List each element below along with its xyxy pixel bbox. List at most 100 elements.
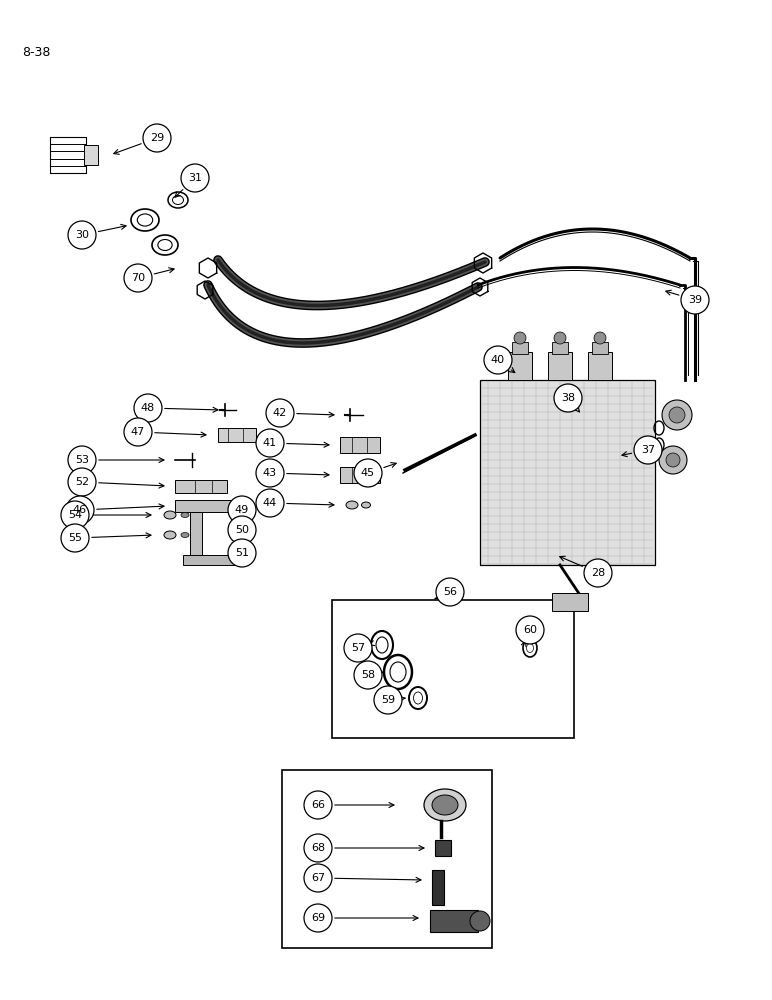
Ellipse shape — [361, 502, 371, 508]
Text: 47: 47 — [131, 427, 145, 437]
Bar — [435, 840, 451, 856]
Circle shape — [484, 346, 512, 374]
Circle shape — [266, 399, 294, 427]
Circle shape — [228, 516, 256, 544]
Bar — [430, 910, 478, 932]
Bar — [592, 342, 608, 354]
Circle shape — [344, 634, 372, 662]
Text: 37: 37 — [641, 445, 655, 455]
Ellipse shape — [181, 532, 189, 538]
Text: 31: 31 — [188, 173, 202, 183]
Text: 8-38: 8-38 — [22, 45, 50, 58]
Bar — [552, 593, 588, 611]
Circle shape — [256, 489, 284, 517]
Circle shape — [68, 446, 96, 474]
Text: 40: 40 — [491, 355, 505, 365]
Circle shape — [436, 578, 464, 606]
Text: 29: 29 — [150, 133, 164, 143]
Circle shape — [124, 264, 152, 292]
Bar — [508, 352, 532, 380]
Circle shape — [666, 453, 680, 467]
Circle shape — [228, 539, 256, 567]
Circle shape — [584, 559, 612, 587]
Circle shape — [354, 661, 382, 689]
Text: 51: 51 — [235, 548, 249, 558]
Bar — [332, 600, 574, 738]
Text: 54: 54 — [68, 510, 82, 520]
Bar — [512, 342, 528, 354]
Text: 49: 49 — [235, 505, 249, 515]
Circle shape — [256, 429, 284, 457]
Text: 69: 69 — [311, 913, 325, 923]
Ellipse shape — [432, 795, 458, 815]
Text: 53: 53 — [75, 455, 89, 465]
Circle shape — [304, 904, 332, 932]
Text: 55: 55 — [68, 533, 82, 543]
Text: 45: 45 — [361, 468, 375, 478]
Circle shape — [61, 524, 89, 552]
Circle shape — [68, 468, 96, 496]
Ellipse shape — [164, 511, 176, 519]
Ellipse shape — [245, 546, 256, 554]
Text: 52: 52 — [75, 477, 89, 487]
Text: 58: 58 — [361, 670, 375, 680]
Bar — [84, 145, 98, 165]
Ellipse shape — [424, 789, 466, 821]
Circle shape — [304, 791, 332, 819]
Circle shape — [594, 332, 606, 344]
Bar — [183, 555, 238, 565]
Circle shape — [228, 496, 256, 524]
Bar — [175, 480, 227, 493]
Circle shape — [256, 459, 284, 487]
Text: 66: 66 — [311, 800, 325, 810]
Circle shape — [662, 400, 692, 430]
Circle shape — [124, 418, 152, 446]
Circle shape — [354, 459, 382, 487]
Circle shape — [470, 911, 490, 931]
Bar — [480, 380, 655, 565]
Circle shape — [659, 446, 687, 474]
Circle shape — [61, 501, 89, 529]
Circle shape — [554, 332, 566, 344]
Text: 43: 43 — [263, 468, 277, 478]
Text: 57: 57 — [351, 643, 365, 653]
Circle shape — [304, 834, 332, 862]
Text: 56: 56 — [443, 587, 457, 597]
Circle shape — [554, 384, 582, 412]
Bar — [552, 342, 568, 354]
Circle shape — [669, 407, 685, 423]
Bar — [218, 428, 256, 442]
Circle shape — [516, 616, 544, 644]
Circle shape — [134, 394, 162, 422]
Text: 60: 60 — [523, 625, 537, 635]
Bar — [50, 137, 86, 173]
Circle shape — [181, 164, 209, 192]
Bar — [175, 500, 240, 512]
Bar — [588, 352, 612, 380]
Text: 38: 38 — [561, 393, 575, 403]
Circle shape — [374, 686, 402, 714]
Text: 46: 46 — [73, 505, 87, 515]
Circle shape — [634, 436, 662, 464]
Text: 70: 70 — [131, 273, 145, 283]
Bar — [548, 352, 572, 380]
Text: 44: 44 — [263, 498, 277, 508]
Bar — [282, 770, 492, 948]
Circle shape — [514, 332, 526, 344]
Text: 30: 30 — [75, 230, 89, 240]
Text: 68: 68 — [311, 843, 325, 853]
Text: 50: 50 — [235, 525, 249, 535]
Bar — [340, 467, 380, 483]
Text: 41: 41 — [263, 438, 277, 448]
Ellipse shape — [181, 512, 189, 518]
Ellipse shape — [245, 526, 256, 534]
Ellipse shape — [346, 501, 358, 509]
Circle shape — [143, 124, 171, 152]
Text: 59: 59 — [381, 695, 395, 705]
Circle shape — [68, 221, 96, 249]
Text: 28: 28 — [591, 568, 605, 578]
Circle shape — [681, 286, 709, 314]
Text: 48: 48 — [141, 403, 155, 413]
Bar — [190, 508, 202, 563]
Bar — [432, 870, 444, 905]
